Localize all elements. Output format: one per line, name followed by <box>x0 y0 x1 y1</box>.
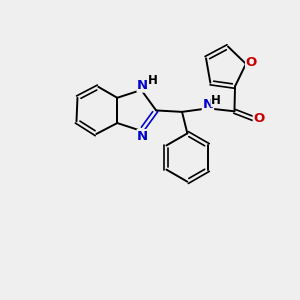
Text: N: N <box>137 79 148 92</box>
Text: H: H <box>211 94 221 106</box>
Text: O: O <box>253 112 265 125</box>
Text: N: N <box>137 130 148 143</box>
Text: H: H <box>148 74 158 87</box>
Text: N: N <box>202 98 214 111</box>
Text: O: O <box>246 56 257 69</box>
